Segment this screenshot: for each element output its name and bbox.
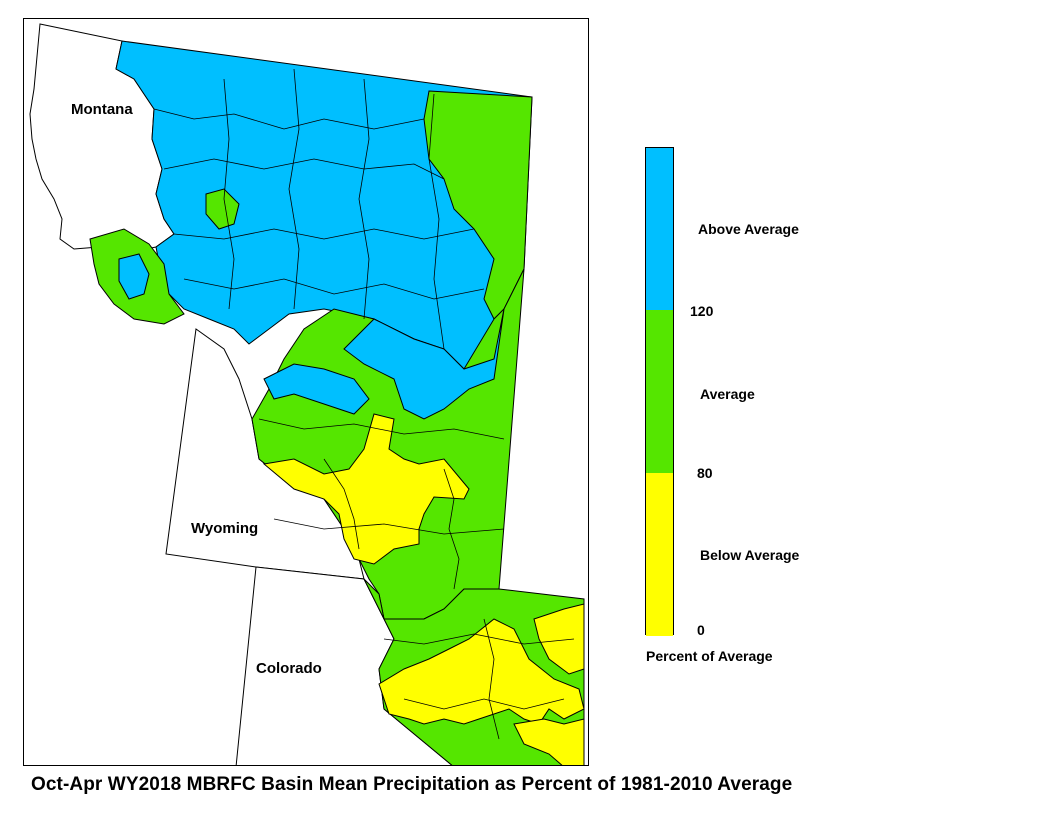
- region-above-wyoming: [343, 308, 505, 420]
- legend-break-0: 0: [697, 622, 705, 638]
- region-below-colorado-3: [513, 718, 585, 765]
- region-below-colorado-1: [378, 618, 585, 725]
- basin-map: Montana Wyoming Colorado: [23, 18, 589, 766]
- state-label-montana: Montana: [71, 101, 133, 118]
- legend-label-below: Below Average: [700, 547, 800, 563]
- legend-label-above: Above Average: [698, 221, 799, 237]
- state-label-colorado: Colorado: [256, 660, 322, 677]
- legend-swatch-above: [646, 148, 673, 310]
- legend-swatch-below: [646, 473, 673, 636]
- legend-title: Percent of Average: [646, 648, 773, 664]
- region-below-wyoming: [262, 413, 470, 565]
- legend-label-average: Average: [700, 386, 755, 402]
- legend-break-80: 80: [697, 465, 713, 481]
- legend-swatch-average: [646, 310, 673, 473]
- map-caption: Oct-Apr WY2018 MBRFC Basin Mean Precipit…: [31, 774, 793, 795]
- state-label-wyoming: Wyoming: [191, 520, 259, 537]
- basin-boundaries: [153, 68, 575, 740]
- region-average-patch-1: [205, 188, 240, 230]
- region-above-wyoming-2: [263, 363, 370, 415]
- region-above-patch-sw: [118, 253, 150, 300]
- legend-break-120: 120: [690, 303, 714, 319]
- basin-map-svg: [29, 23, 585, 765]
- legend-colorbar: [645, 147, 674, 636]
